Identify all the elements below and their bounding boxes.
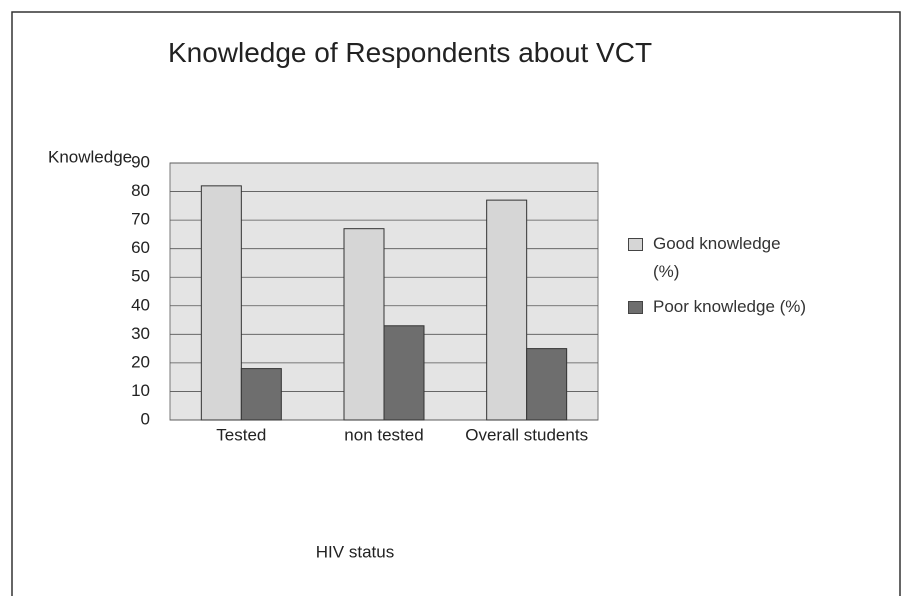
bar bbox=[343, 228, 385, 421]
y-tick-label: 20 bbox=[131, 352, 150, 371]
legend-swatch bbox=[628, 301, 643, 314]
frame bbox=[11, 11, 901, 596]
legend-label: Good knowledge (%) bbox=[653, 234, 781, 281]
bar bbox=[200, 185, 242, 421]
legend-entry: Poor knowledge (%) bbox=[628, 293, 808, 321]
y-axis-label: Knowledge bbox=[48, 147, 132, 166]
y-tick-label: 70 bbox=[131, 210, 150, 229]
x-axis-label: HIV status bbox=[316, 542, 394, 561]
y-tick-label: 60 bbox=[131, 238, 150, 257]
bar bbox=[240, 368, 282, 421]
y-tick-label: 80 bbox=[131, 181, 150, 200]
y-tick-label: 10 bbox=[131, 381, 150, 400]
y-tick-label: 40 bbox=[131, 295, 150, 314]
legend-label: Poor knowledge (%) bbox=[653, 297, 807, 316]
bar bbox=[526, 348, 568, 421]
bar bbox=[486, 199, 528, 421]
x-tick-label: Overall students bbox=[465, 425, 588, 444]
y-tick-label: 0 bbox=[141, 409, 150, 428]
y-tick-label: 90 bbox=[131, 152, 150, 171]
chart-title: Knowledge of Respondents about VCT bbox=[167, 37, 653, 68]
x-tick-label: non tested bbox=[344, 425, 423, 444]
y-tick-label: 50 bbox=[131, 267, 150, 286]
legend-entry: Good knowledge (%) bbox=[628, 230, 808, 286]
x-tick-label: Tested bbox=[216, 425, 266, 444]
legend-swatch bbox=[628, 238, 643, 251]
bar bbox=[383, 325, 425, 421]
y-tick-label: 30 bbox=[131, 324, 150, 343]
